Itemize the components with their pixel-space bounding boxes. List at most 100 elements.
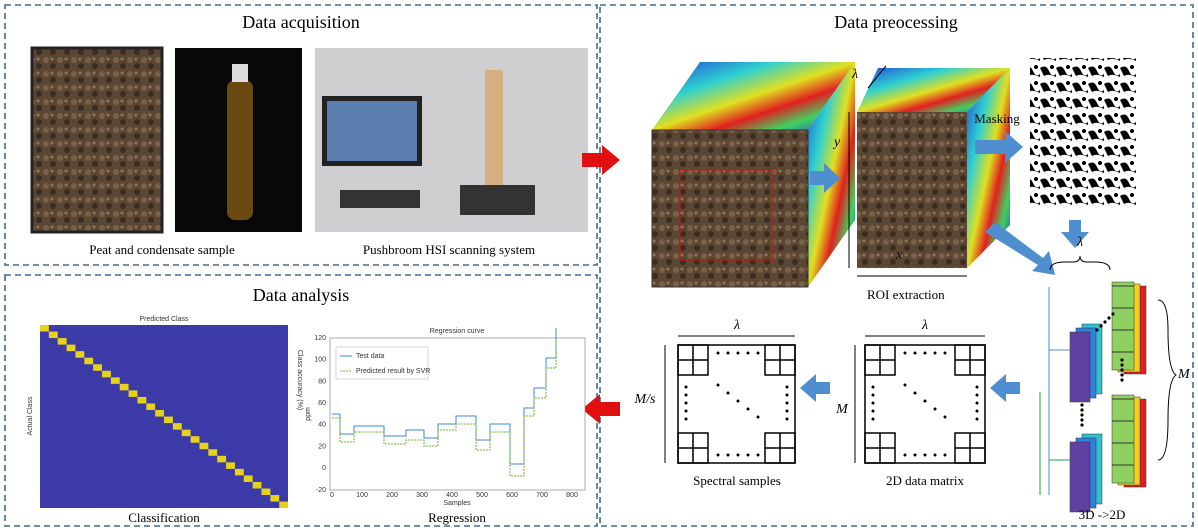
scanner-column xyxy=(485,70,503,200)
dot xyxy=(923,351,927,355)
x-tick-label: 100 xyxy=(356,492,368,499)
dot xyxy=(903,383,907,387)
dot xyxy=(1120,368,1124,372)
matrix-frame xyxy=(864,344,986,464)
dot xyxy=(871,401,875,405)
x-tick-label: 300 xyxy=(416,492,428,499)
diagonal-cell xyxy=(66,344,76,352)
dot xyxy=(716,351,720,355)
diagonal-cell xyxy=(226,462,235,469)
caption: ROI extraction xyxy=(867,287,945,302)
diagonal-cell xyxy=(181,429,191,437)
chart-title: Predicted Class xyxy=(139,316,189,323)
matrix-frame xyxy=(677,344,796,464)
panel-title: Data analysis xyxy=(253,285,349,305)
dot xyxy=(736,453,740,457)
axis-label: x xyxy=(895,248,903,263)
dot xyxy=(736,399,740,403)
panel-title: Data acquisition xyxy=(242,12,359,32)
dot xyxy=(1120,378,1124,382)
y-tick-label: 40 xyxy=(318,422,326,429)
dim-line xyxy=(867,65,887,89)
diagonal-cell xyxy=(119,383,129,391)
matrix xyxy=(664,335,796,464)
dot xyxy=(913,391,917,395)
dot xyxy=(716,383,720,387)
dot xyxy=(726,391,730,395)
axis-label: M/s xyxy=(634,392,657,407)
x-tick-label: 800 xyxy=(566,492,578,499)
axis-label: λ xyxy=(733,318,740,333)
dot xyxy=(975,401,979,405)
diagonal-cell xyxy=(84,357,94,365)
predicted-curve xyxy=(332,340,557,477)
dot xyxy=(943,415,947,419)
dot xyxy=(1080,413,1084,417)
matrix xyxy=(854,335,986,464)
dot xyxy=(933,407,937,411)
dot xyxy=(923,399,927,403)
axis-label: Samples xyxy=(443,500,471,507)
scanner-stage xyxy=(460,185,535,215)
dot xyxy=(871,409,875,413)
caption: Spectral samples xyxy=(693,473,781,488)
diagonal-cell xyxy=(208,449,218,456)
bottle-cap xyxy=(232,64,248,82)
dot xyxy=(726,453,730,457)
diagonal-cell xyxy=(137,396,147,404)
diagonal-cell xyxy=(261,488,271,496)
dot xyxy=(1080,408,1084,412)
diagonal-cell xyxy=(243,475,253,482)
diagonal-cell xyxy=(155,410,165,417)
mask-image xyxy=(1030,58,1136,206)
dot xyxy=(746,351,750,355)
diagonal-cell xyxy=(279,501,289,509)
caption: Masking xyxy=(974,111,1020,126)
diagonal-cell xyxy=(199,442,209,450)
y-tick-label: 20 xyxy=(318,443,326,450)
axis-label: ppm xyxy=(305,407,312,421)
dot xyxy=(975,409,979,413)
dot xyxy=(871,385,875,389)
x-tick-label: 400 xyxy=(446,492,458,499)
x-tick-label: 600 xyxy=(506,492,518,499)
dot xyxy=(1107,316,1111,320)
panel-acquisition xyxy=(4,4,598,266)
matrix-diagonal xyxy=(40,325,289,509)
dot xyxy=(746,453,750,457)
caption: Pushbroom HSI scanning system xyxy=(363,242,535,257)
arrow xyxy=(800,374,830,402)
dot xyxy=(975,385,979,389)
band xyxy=(1111,394,1135,484)
diagonal-cell xyxy=(57,338,67,345)
diagonal-cell xyxy=(110,377,120,384)
chart-title: Regression curve xyxy=(430,328,485,335)
dot xyxy=(913,453,917,457)
dot xyxy=(684,409,688,413)
dot xyxy=(903,351,907,355)
brace xyxy=(1157,299,1177,461)
dot xyxy=(913,351,917,355)
dot xyxy=(975,393,979,397)
axis-label: y xyxy=(832,135,841,150)
dot xyxy=(1099,324,1103,328)
cube-front xyxy=(651,129,809,288)
diagonal-cell xyxy=(252,481,262,489)
dot xyxy=(746,407,750,411)
arrow xyxy=(975,131,1023,163)
cube-top xyxy=(652,62,855,130)
dot xyxy=(684,393,688,397)
diagonal-cell xyxy=(234,468,244,476)
dot xyxy=(785,401,789,405)
caption: 2D data matrix xyxy=(886,473,964,488)
diagonal-cell xyxy=(40,325,49,332)
x-tick-label: 700 xyxy=(536,492,548,499)
diagonal-cell xyxy=(128,390,138,397)
y-tick-label: 100 xyxy=(314,357,326,364)
diagonal-cell xyxy=(93,364,103,371)
panel-title: Data preocessing xyxy=(834,12,957,32)
dot xyxy=(684,401,688,405)
arrow xyxy=(990,374,1020,402)
